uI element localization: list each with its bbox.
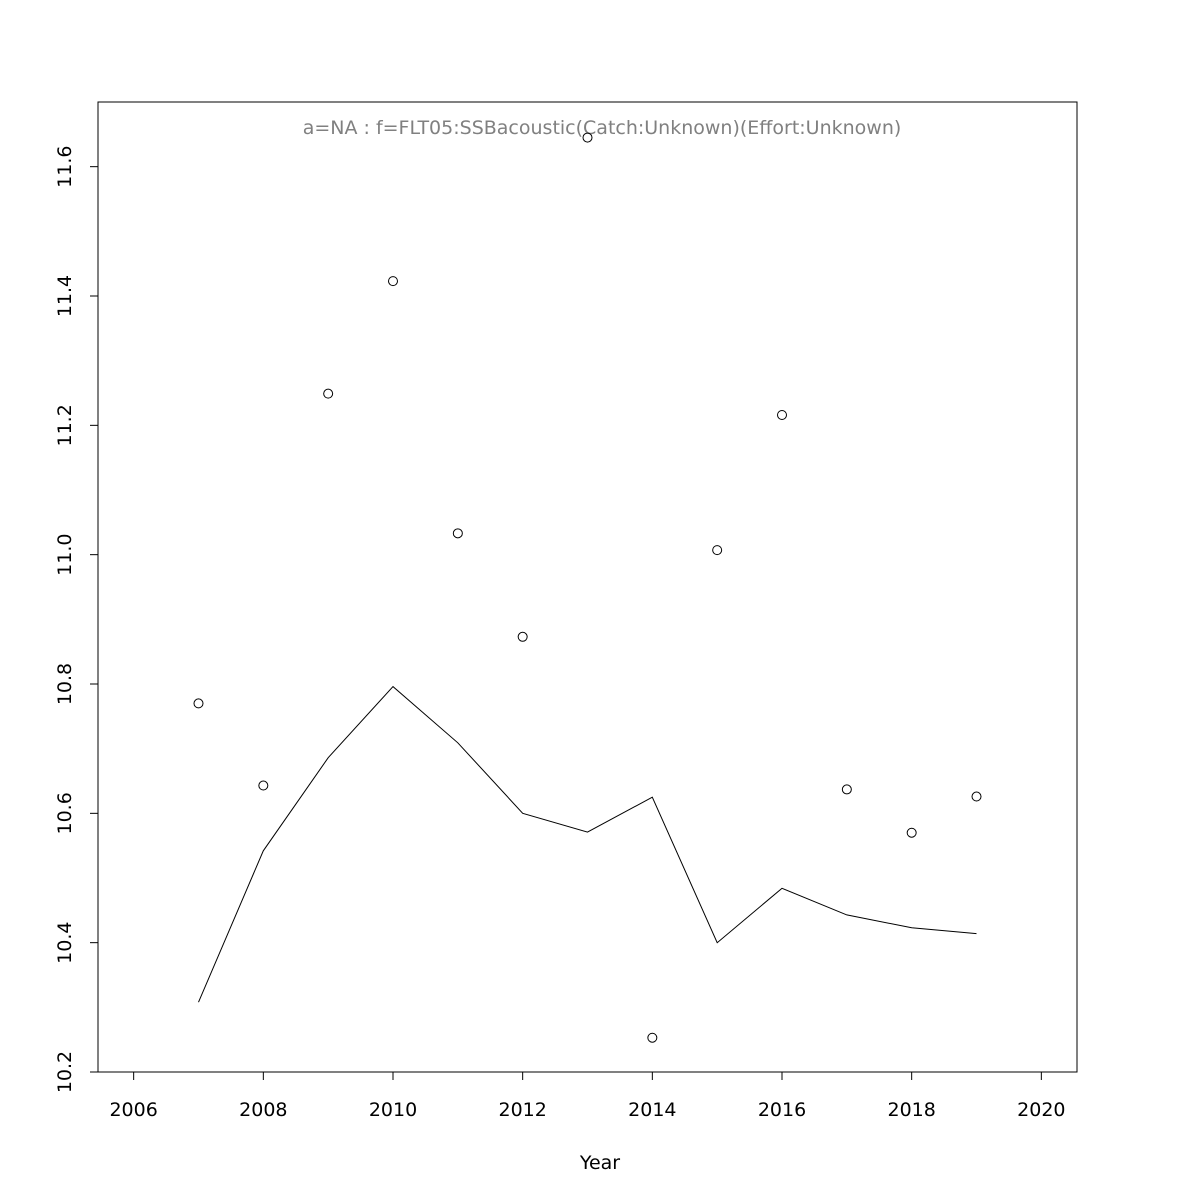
observed-point <box>582 132 593 143</box>
x-tick-label: 2012 <box>498 1099 546 1121</box>
x-tick-label: 2010 <box>369 1099 417 1121</box>
observed-point <box>777 409 788 420</box>
x-tick-label: 2016 <box>758 1099 806 1121</box>
fitted-line <box>198 685 977 1003</box>
x-axis: 2006 2008 2010 2012 2014 2016 2018 2020 <box>109 1071 1066 1121</box>
x-axis-title: Year <box>579 1152 620 1174</box>
y-axis: 10.2 10.4 10.6 10.8 11.0 11.2 11.4 11.6 <box>54 146 99 1093</box>
x-tick-label: 2014 <box>628 1099 676 1121</box>
y-tick-label: 10.8 <box>54 663 76 705</box>
y-tick-label: 10.2 <box>54 1051 76 1093</box>
observed-point <box>323 388 334 399</box>
x-tick-label: 2018 <box>887 1099 935 1121</box>
observed-point <box>712 545 723 556</box>
y-tick-label: 10.4 <box>54 922 76 964</box>
series-layer <box>193 132 982 1043</box>
y-tick-label: 11.0 <box>54 534 76 576</box>
observed-point <box>906 827 917 838</box>
observed-point <box>841 784 852 795</box>
x-tick-label: 2020 <box>1017 1099 1065 1121</box>
y-tick-label: 11.6 <box>54 146 76 188</box>
y-tick-label: 11.2 <box>54 404 76 446</box>
observed-point <box>258 780 269 791</box>
observed-point <box>517 631 528 642</box>
chart-title: a=NA : f=FLT05:SSBacoustic(Catch:Unknown… <box>303 117 902 139</box>
observed-point <box>387 276 398 287</box>
x-tick-label: 2008 <box>239 1099 287 1121</box>
y-tick-label: 11.4 <box>54 275 76 317</box>
x-tick-label: 2006 <box>109 1099 157 1121</box>
y-tick-label: 10.6 <box>54 792 76 834</box>
observed-point <box>452 528 463 539</box>
observed-point <box>971 791 982 802</box>
plot-frame <box>97 101 1078 1073</box>
observed-point <box>193 698 204 709</box>
observed-point <box>647 1032 658 1043</box>
